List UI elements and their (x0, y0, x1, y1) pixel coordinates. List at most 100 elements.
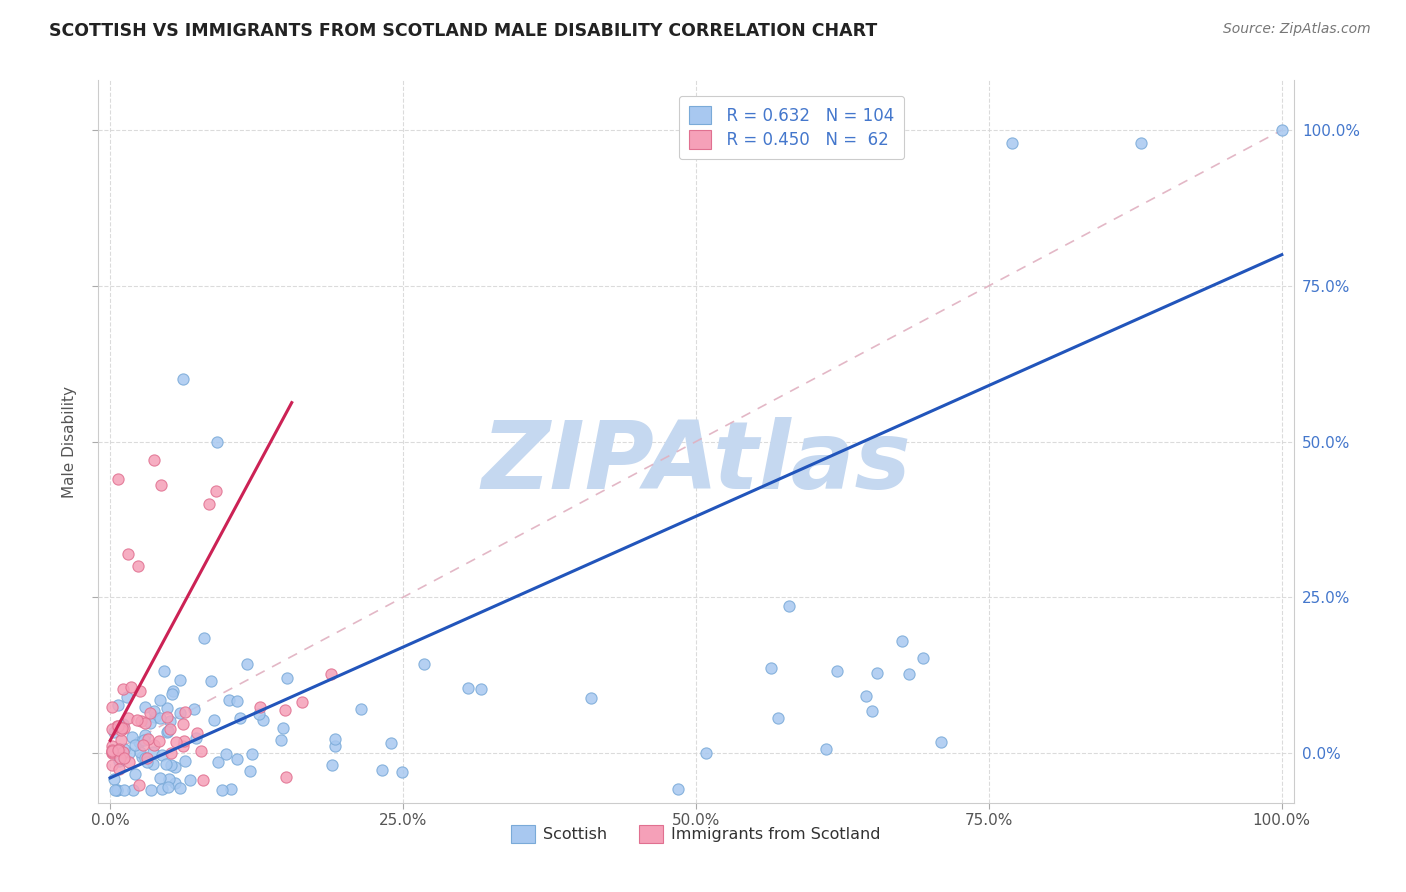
Point (105, 783, 128, 797)
Point (127, 559, 149, 574)
Point (1001, 136, 1024, 150)
Point (157, 772, 180, 786)
Point (911, 650, 934, 665)
Point (136, 731, 159, 746)
Point (186, 726, 208, 740)
Point (172, 372, 194, 386)
Point (273, 703, 295, 717)
Point (112, 721, 135, 735)
Point (155, 757, 177, 772)
Point (159, 714, 181, 728)
Point (108, 742, 131, 756)
Point (204, 484, 226, 499)
Point (159, 746, 181, 760)
Point (112, 742, 135, 756)
Point (172, 739, 194, 753)
Point (101, 745, 124, 759)
Point (695, 747, 717, 761)
Point (929, 735, 952, 749)
Point (156, 710, 179, 724)
Point (103, 725, 125, 739)
Text: ZIPAtlas: ZIPAtlas (481, 417, 911, 509)
Point (134, 715, 156, 730)
Point (371, 763, 394, 777)
Point (193, 631, 215, 645)
Point (135, 751, 157, 765)
Point (207, 755, 229, 769)
Point (162, 684, 184, 698)
Point (778, 599, 800, 613)
Point (108, 754, 131, 768)
Legend: Scottish, Immigrants from Scotland: Scottish, Immigrants from Scotland (505, 819, 887, 849)
Point (132, 733, 155, 747)
Point (159, 723, 181, 737)
Point (205, 434, 228, 449)
Point (156, 724, 179, 739)
Point (150, 478, 173, 492)
Point (252, 714, 274, 728)
Point (766, 711, 789, 725)
Point (169, 673, 191, 688)
Point (143, 710, 166, 724)
Point (101, 699, 124, 714)
Point (202, 713, 225, 727)
Point (759, 661, 782, 675)
Point (107, 762, 129, 776)
Point (215, 747, 238, 761)
Y-axis label: Male Disability: Male Disability (62, 385, 77, 498)
Point (183, 702, 205, 716)
Point (271, 721, 294, 735)
Point (107, 743, 129, 757)
Text: SCOTTISH VS IMMIGRANTS FROM SCOTLAND MALE DISABILITY CORRELATION CHART: SCOTTISH VS IMMIGRANTS FROM SCOTLAND MAL… (49, 22, 877, 40)
Point (149, 693, 172, 707)
Point (148, 733, 170, 747)
Point (120, 680, 142, 694)
Point (218, 693, 240, 707)
Point (104, 783, 127, 797)
Point (117, 547, 139, 561)
Point (101, 747, 124, 761)
Point (107, 472, 129, 486)
Point (229, 711, 252, 725)
Point (1271, 123, 1294, 137)
Point (134, 751, 156, 765)
Point (132, 739, 155, 753)
Point (211, 783, 233, 797)
Point (581, 691, 603, 706)
Point (165, 759, 187, 773)
Point (457, 681, 479, 696)
Point (117, 711, 139, 725)
Point (186, 731, 208, 746)
Point (350, 701, 373, 715)
Point (160, 757, 183, 772)
Point (118, 755, 141, 769)
Point (190, 743, 212, 757)
Point (149, 771, 172, 785)
Point (142, 757, 165, 772)
Point (156, 700, 179, 714)
Point (134, 700, 156, 714)
Point (110, 723, 132, 738)
Point (107, 719, 129, 733)
Point (101, 757, 124, 772)
Point (236, 657, 259, 672)
Point (239, 764, 262, 778)
Point (825, 664, 848, 678)
Point (105, 783, 128, 797)
Point (139, 783, 162, 797)
Point (115, 690, 138, 705)
Point (129, 745, 152, 759)
Point (124, 767, 146, 781)
Point (323, 731, 346, 746)
Point (162, 687, 184, 701)
Point (179, 773, 201, 788)
Point (815, 742, 838, 756)
Point (112, 751, 135, 765)
Point (666, 781, 689, 796)
Point (219, 781, 242, 796)
Point (380, 737, 402, 751)
Text: Source: ZipAtlas.com: Source: ZipAtlas.com (1223, 22, 1371, 37)
Point (866, 666, 889, 681)
Point (128, 735, 150, 749)
Point (108, 750, 131, 764)
